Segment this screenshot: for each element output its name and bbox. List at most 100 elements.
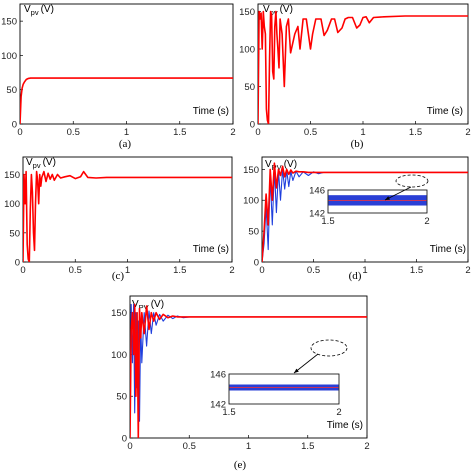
y-axis-label: Vpv (V) <box>24 4 54 17</box>
y-axis-label-symbol: V <box>24 4 31 15</box>
panel-b: 0 0.5 1 1.5 2 0 50 100 150 Vpv (V) Time (s) (b) <box>239 3 471 150</box>
y-axis-label-subscript: pv <box>270 8 278 17</box>
zoom-arrow <box>384 186 412 201</box>
x-axis-label: Time (s) <box>430 244 466 255</box>
y-tick-label: 50 <box>244 82 255 93</box>
y-tick-label: 0 <box>122 434 127 445</box>
series-line-0 <box>258 10 468 124</box>
x-tick-label: 2 <box>364 441 369 452</box>
y-tick-label: 150 <box>111 308 127 319</box>
inset-x-tick-label: 1.5 <box>222 407 235 418</box>
plot-area <box>129 295 368 439</box>
x-tick-label: 1.5 <box>173 265 186 276</box>
y-axis-label-symbol: V <box>265 159 272 170</box>
y-axis-label: VPV (V) <box>265 159 297 172</box>
x-tick-label: 1 <box>246 441 251 452</box>
y-axis-label-symbol: V <box>26 157 33 168</box>
inset-y-tick-label: 146 <box>309 186 325 197</box>
y-tick-label: 0 <box>12 120 17 131</box>
x-tick-label: 1.5 <box>410 265 423 276</box>
x-tick-label: 0 <box>259 265 264 276</box>
plot-area <box>257 3 469 125</box>
panel-caption: (e) <box>234 459 247 471</box>
inset-y-tick-label: 142 <box>309 209 325 220</box>
zoom-arrow <box>293 353 319 374</box>
x-tick-label: 2 <box>465 127 470 138</box>
x-tick-label: 1.5 <box>301 441 314 452</box>
y-axis-label: Vpv (V) <box>26 157 56 170</box>
panel-a: 0 0.5 1 1.5 2 0 50 100 150 Vpv (V) Time (s) (a) <box>1 3 236 150</box>
x-axis-label: Time (s) <box>193 244 229 255</box>
x-tick-label: 0.5 <box>69 265 82 276</box>
zoom-ellipse <box>310 339 348 357</box>
zoom-ellipse <box>395 174 429 188</box>
y-axis-label-unit: (V) <box>41 4 54 15</box>
series-line-0 <box>23 170 232 262</box>
panel-caption: (c) <box>112 270 125 282</box>
x-tick-label: 1 <box>125 265 130 276</box>
x-tick-label: 0 <box>20 265 25 276</box>
x-tick-label: 1.5 <box>173 127 186 138</box>
inset-x-tick-label: 2 <box>336 407 341 418</box>
y-axis-label-symbol: V <box>263 4 270 15</box>
x-tick-label: 0 <box>255 127 260 138</box>
y-tick-label: 100 <box>4 199 20 210</box>
y-tick-label: 100 <box>1 51 17 62</box>
inset-zoom: 142 146 1.5 2 <box>309 174 430 227</box>
x-axis-label: Time (s) <box>427 106 463 117</box>
zoom-arrow-head <box>385 196 390 200</box>
y-tick-label: 150 <box>239 7 255 18</box>
panel-caption: (d) <box>349 270 362 282</box>
inset-y-tick-label: 142 <box>210 400 226 411</box>
y-tick-label: 0 <box>254 258 259 269</box>
x-tick-label: 0 <box>17 127 22 138</box>
x-tick-label: 0.5 <box>67 127 80 138</box>
x-tick-label: 1 <box>360 127 365 138</box>
panel-d: 0 0.5 1 1.5 2 0 50 100 150 VPV (V) Time (s) 142 146 1.… <box>243 156 471 282</box>
series-line-1 <box>130 303 367 438</box>
y-axis-label-subscript: PV <box>272 163 282 172</box>
panel-c: 0 0.5 1 1.5 2 0 50 100 150 Vpv (V) Time (s) (c) <box>4 156 235 282</box>
y-tick-label: 50 <box>116 392 127 403</box>
y-tick-label: 100 <box>243 196 259 207</box>
panel-caption: (b) <box>351 138 364 150</box>
inset-zoom: 142 146 1.5 2 <box>210 339 348 418</box>
x-tick-label: 0.5 <box>304 127 317 138</box>
y-tick-label: 0 <box>250 120 255 131</box>
y-axis-label: Vpv (V) <box>263 4 293 17</box>
y-axis-label-unit: (V) <box>151 299 164 310</box>
x-axis-label: Time (s) <box>327 420 363 431</box>
y-tick-label: 0 <box>15 258 20 269</box>
y-axis-label-subscript: pv <box>33 161 41 170</box>
y-axis-label-subscript: PV <box>139 303 149 312</box>
inset-y-tick-label: 146 <box>210 370 226 381</box>
y-axis-label-unit: (V) <box>284 159 297 170</box>
y-axis-label-unit: (V) <box>280 4 293 15</box>
x-tick-label: 0 <box>127 441 132 452</box>
y-tick-label: 150 <box>4 170 20 181</box>
y-axis-label-unit: (V) <box>43 157 56 168</box>
panel-caption: (a) <box>119 138 132 150</box>
y-tick-label: 50 <box>9 228 20 239</box>
x-tick-label: 2 <box>465 265 470 276</box>
x-tick-label: 1 <box>362 265 367 276</box>
x-tick-label: 1 <box>124 127 129 138</box>
x-tick-label: 2 <box>229 265 234 276</box>
inset-x-tick-label: 2 <box>424 216 429 227</box>
y-tick-label: 50 <box>6 85 17 96</box>
x-tick-label: 0.5 <box>183 441 196 452</box>
zoom-arrow-head <box>294 368 299 373</box>
y-axis-label-subscript: pv <box>31 8 39 17</box>
y-tick-label: 100 <box>111 350 127 361</box>
y-tick-label: 50 <box>248 227 259 238</box>
series-line-1 <box>262 162 468 262</box>
x-tick-label: 2 <box>230 127 235 138</box>
x-axis-label: Time (s) <box>193 106 229 117</box>
x-tick-label: 0.5 <box>307 265 320 276</box>
x-tick-label: 1.5 <box>409 127 422 138</box>
inset-x-tick-label: 1.5 <box>321 216 334 227</box>
plot-area <box>19 3 234 125</box>
y-tick-label: 150 <box>243 165 259 176</box>
